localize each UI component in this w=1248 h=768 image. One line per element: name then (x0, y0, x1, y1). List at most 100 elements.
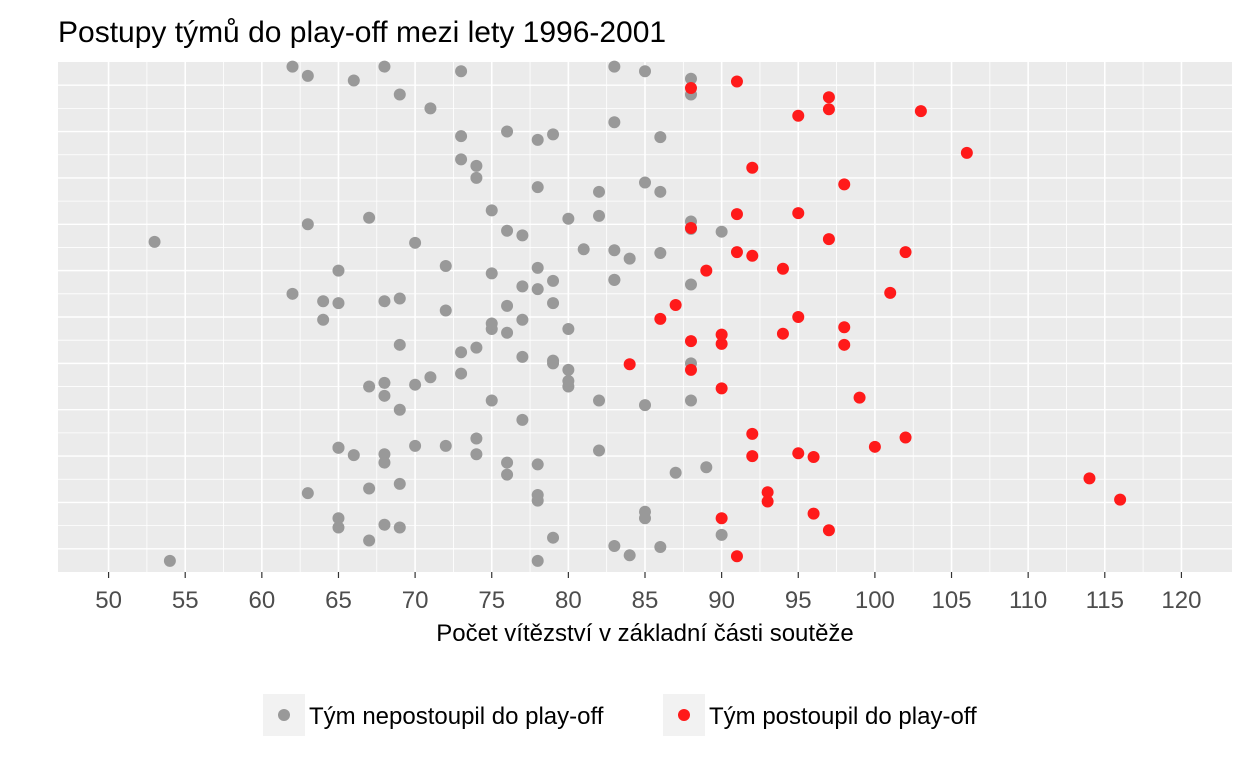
point-qualified (746, 249, 759, 262)
grid-lines (58, 62, 1232, 572)
point-qualified (715, 337, 728, 350)
point-qualified (792, 311, 805, 323)
point-not-qualified (378, 389, 391, 402)
legend-label-not-qualified: Tým nepostoupil do play-off (309, 703, 604, 730)
point-not-qualified (501, 224, 514, 237)
legend-marker-qualified (678, 709, 690, 721)
point-not-qualified (639, 176, 651, 189)
x-tick-label: 50 (95, 587, 122, 614)
legend: Tým nepostoupil do play-off Tým postoupi… (263, 694, 977, 736)
point-not-qualified (623, 252, 636, 265)
point-not-qualified (363, 534, 376, 547)
point-not-qualified (363, 380, 376, 393)
point-not-qualified (409, 236, 422, 249)
point-not-qualified (531, 458, 544, 471)
point-qualified (730, 75, 743, 88)
point-not-qualified (516, 313, 529, 326)
x-tick-label: 115 (1086, 587, 1124, 614)
point-qualified (822, 91, 835, 104)
point-not-qualified (378, 376, 391, 389)
point-not-qualified (684, 278, 697, 291)
point-not-qualified (501, 299, 514, 312)
point-not-qualified (684, 394, 697, 407)
point-not-qualified (531, 489, 544, 502)
point-not-qualified (654, 131, 667, 144)
point-not-qualified (608, 116, 621, 129)
point-qualified (684, 81, 697, 94)
point-qualified (899, 246, 912, 259)
point-qualified (807, 507, 820, 520)
x-tick-label: 100 (855, 587, 895, 614)
point-not-qualified (485, 204, 498, 217)
point-not-qualified (455, 153, 468, 166)
x-tick-label: 75 (478, 587, 505, 614)
point-not-qualified (516, 350, 529, 363)
point-not-qualified (439, 260, 452, 272)
point-not-qualified (301, 69, 314, 82)
point-not-qualified (286, 60, 299, 73)
point-qualified (654, 312, 667, 325)
point-not-qualified (516, 280, 529, 293)
data-points (148, 60, 1127, 567)
point-qualified (914, 105, 927, 118)
point-not-qualified (424, 371, 437, 384)
point-not-qualified (485, 317, 498, 330)
point-not-qualified (332, 264, 345, 277)
point-not-qualified (639, 65, 651, 78)
point-not-qualified (547, 357, 560, 370)
point-not-qualified (562, 363, 575, 376)
point-qualified (761, 495, 774, 508)
point-not-qualified (378, 448, 391, 461)
point-not-qualified (501, 125, 514, 138)
point-not-qualified (501, 456, 514, 469)
point-not-qualified (593, 185, 606, 198)
point-not-qualified (439, 439, 452, 452)
point-not-qualified (347, 449, 360, 462)
point-not-qualified (378, 518, 391, 531)
point-not-qualified (286, 287, 299, 300)
point-not-qualified (317, 313, 330, 326)
point-not-qualified (501, 468, 514, 481)
point-not-qualified (516, 413, 529, 426)
x-axis-ticks: 50 55 60 65 70 75 80 85 90 95 100 105 110 115 120 (95, 572, 1201, 614)
x-tick-label: 65 (325, 587, 352, 614)
point-not-qualified (470, 341, 483, 354)
point-not-qualified (332, 441, 345, 454)
point-not-qualified (455, 65, 468, 78)
point-not-qualified (654, 185, 667, 198)
point-not-qualified (301, 218, 314, 231)
point-qualified (838, 178, 851, 191)
x-tick-label: 85 (632, 587, 659, 614)
point-qualified (776, 327, 789, 340)
point-qualified (684, 335, 697, 348)
point-qualified (669, 298, 682, 311)
point-qualified (715, 328, 728, 341)
point-qualified (853, 391, 866, 404)
point-qualified (746, 450, 759, 463)
point-qualified (700, 264, 713, 277)
point-not-qualified (516, 229, 529, 242)
point-not-qualified (393, 403, 406, 416)
x-tick-label: 95 (785, 587, 812, 614)
point-qualified (899, 431, 912, 444)
point-not-qualified (317, 295, 330, 308)
point-qualified (715, 512, 728, 525)
point-not-qualified (485, 267, 498, 280)
x-tick-label: 90 (708, 587, 735, 614)
point-not-qualified (531, 554, 544, 567)
point-not-qualified (148, 235, 161, 248)
point-not-qualified (470, 432, 483, 445)
point-qualified (838, 321, 851, 334)
point-not-qualified (562, 380, 575, 393)
x-tick-label: 110 (1009, 587, 1047, 614)
point-not-qualified (608, 273, 621, 286)
point-qualified (960, 146, 973, 159)
point-not-qualified (608, 540, 621, 553)
point-qualified (792, 447, 805, 460)
x-tick-label: 120 (1161, 587, 1201, 614)
point-not-qualified (669, 466, 682, 479)
point-not-qualified (332, 521, 345, 534)
x-tick-label: 80 (555, 587, 582, 614)
point-not-qualified (531, 181, 544, 194)
